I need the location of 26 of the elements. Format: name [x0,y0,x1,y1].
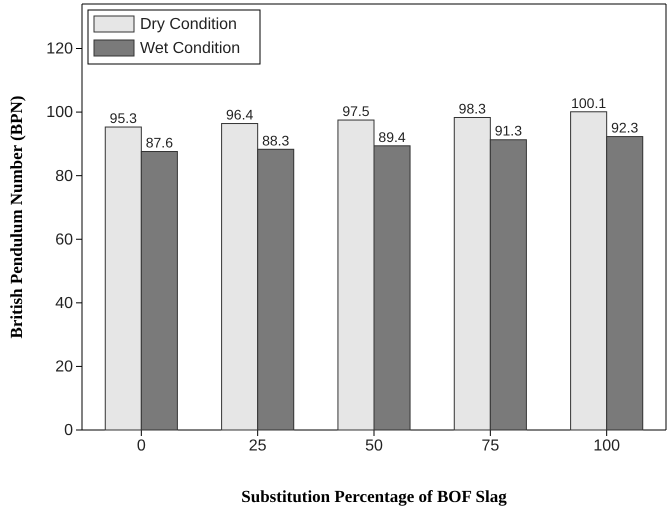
data-label: 96.4 [226,106,254,123]
data-label: 91.3 [494,122,522,139]
data-label: 92.3 [611,120,639,136]
y-tick-label: 100 [46,104,74,122]
data-label: 97.5 [342,103,370,120]
y-tick-label: 120 [46,40,74,58]
x-tick-label: 100 [593,437,620,454]
data-label: 95.3 [110,110,138,126]
data-label: 89.4 [378,128,406,145]
data-label: 100.1 [571,94,606,111]
data-label: 98.3 [458,100,486,116]
x-tick-label: 25 [248,437,267,454]
x-tick-label: 50 [365,437,383,454]
legend-label: Dry Condition [140,16,237,33]
y-axis-title: British Pendulum Number (BPN) [7,96,26,338]
y-tick-label: 20 [55,358,74,376]
y-tick-label: 60 [55,231,74,248]
x-axis-title: Substitution Percentage of BOF Slag [241,487,508,506]
x-tick-label: 75 [481,437,500,454]
y-tick-label: 0 [64,422,74,440]
data-label: 87.6 [146,134,174,151]
y-tick-label: 80 [55,168,74,185]
data-label: 88.3 [262,132,290,148]
y-tick-label: 40 [55,294,74,312]
x-tick-label: 0 [136,437,146,454]
legend-label: Wet Condition [140,40,240,57]
